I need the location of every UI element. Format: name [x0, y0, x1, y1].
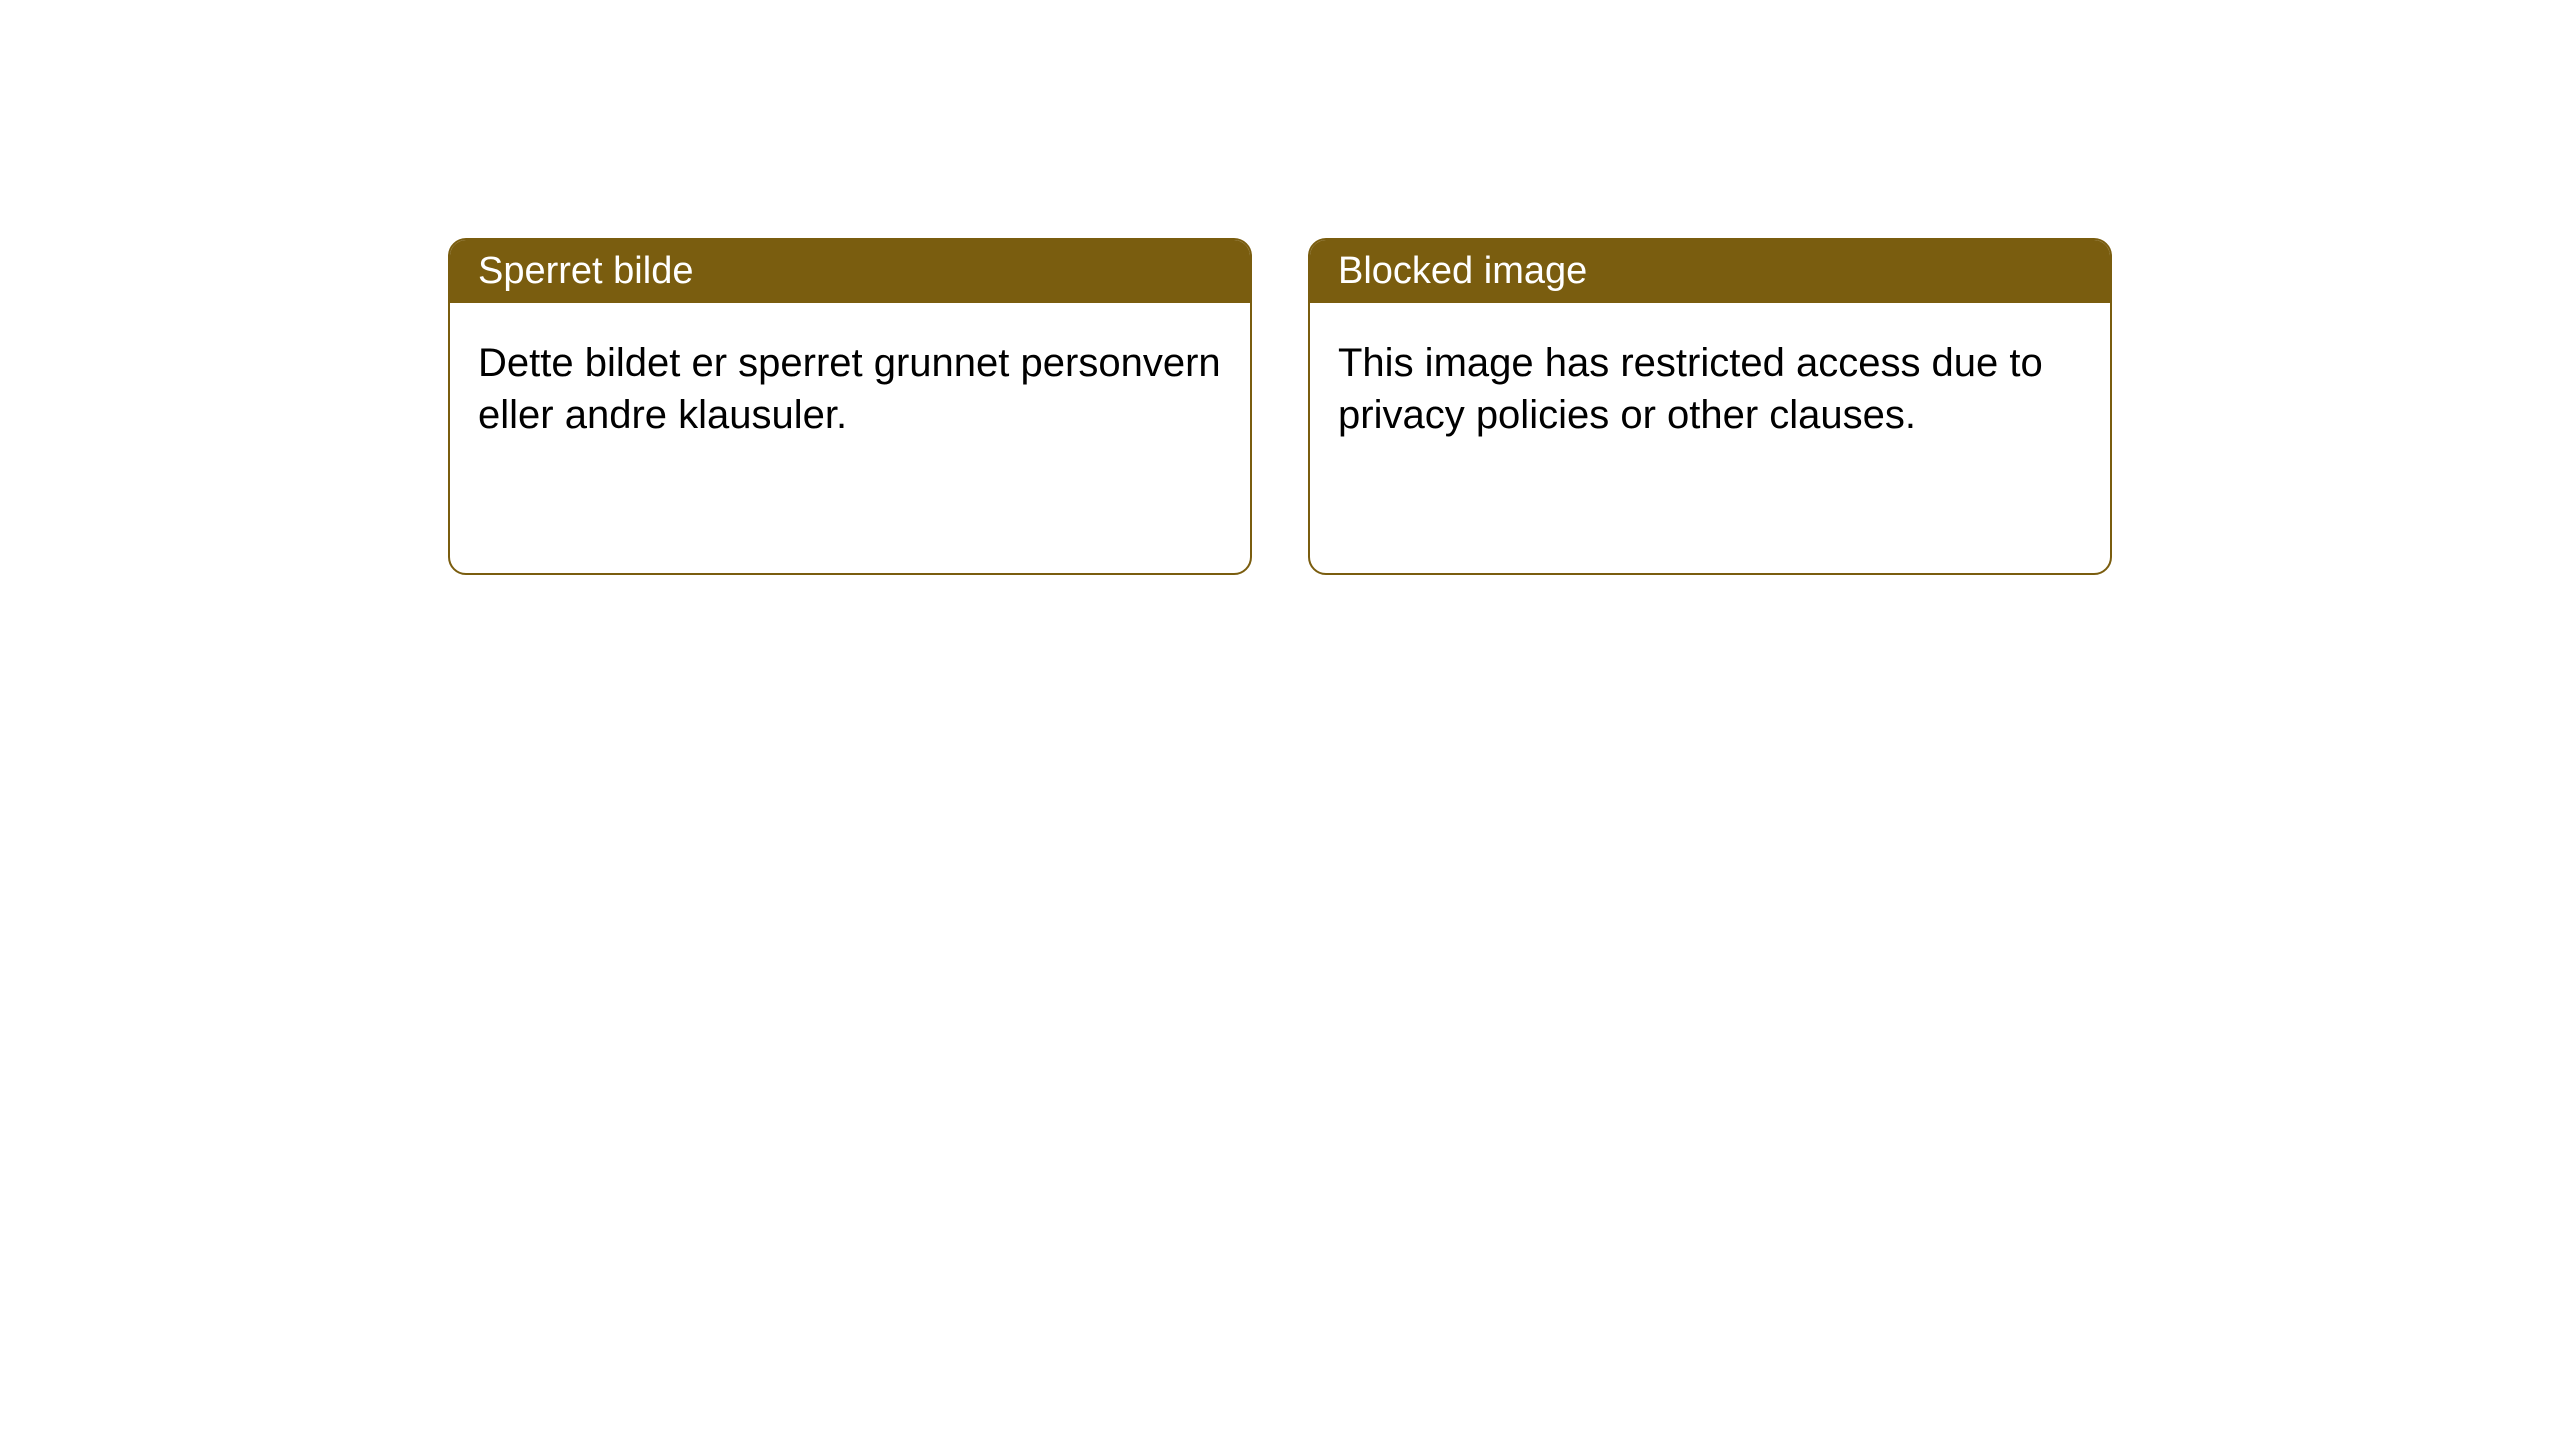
- notice-card-english: Blocked image This image has restricted …: [1308, 238, 2112, 575]
- notice-card-title: Blocked image: [1310, 240, 2110, 303]
- notice-card-body: This image has restricted access due to …: [1310, 303, 2110, 573]
- notice-card-title: Sperret bilde: [450, 240, 1250, 303]
- notice-container: Sperret bilde Dette bildet er sperret gr…: [0, 0, 2560, 575]
- notice-card-norwegian: Sperret bilde Dette bildet er sperret gr…: [448, 238, 1252, 575]
- notice-card-body: Dette bildet er sperret grunnet personve…: [450, 303, 1250, 573]
